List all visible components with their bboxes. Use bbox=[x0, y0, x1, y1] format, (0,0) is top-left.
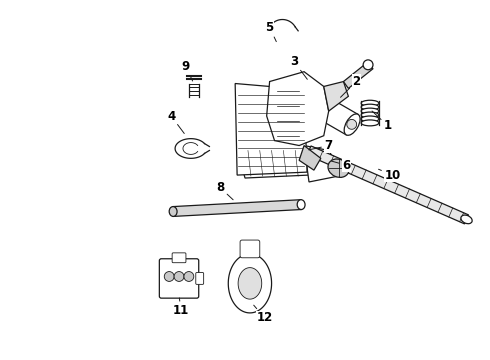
Polygon shape bbox=[343, 62, 373, 89]
Polygon shape bbox=[267, 72, 329, 145]
Polygon shape bbox=[173, 200, 301, 216]
Polygon shape bbox=[324, 82, 348, 111]
Circle shape bbox=[174, 271, 184, 282]
Polygon shape bbox=[235, 84, 307, 175]
Ellipse shape bbox=[363, 60, 373, 70]
FancyBboxPatch shape bbox=[159, 259, 199, 298]
Text: 12: 12 bbox=[254, 305, 273, 324]
Text: 8: 8 bbox=[216, 181, 233, 200]
FancyBboxPatch shape bbox=[240, 240, 260, 258]
Text: 5: 5 bbox=[266, 21, 276, 42]
Text: 4: 4 bbox=[167, 109, 184, 134]
Ellipse shape bbox=[344, 114, 360, 135]
Text: 2: 2 bbox=[341, 75, 360, 97]
Text: 3: 3 bbox=[290, 55, 307, 79]
Ellipse shape bbox=[361, 112, 379, 118]
Polygon shape bbox=[238, 145, 309, 178]
Text: 10: 10 bbox=[378, 168, 401, 181]
Polygon shape bbox=[228, 254, 271, 313]
Ellipse shape bbox=[169, 207, 177, 216]
Ellipse shape bbox=[297, 87, 313, 108]
Polygon shape bbox=[238, 267, 262, 299]
Text: 1: 1 bbox=[372, 111, 392, 132]
Text: 9: 9 bbox=[182, 60, 193, 81]
Text: 11: 11 bbox=[173, 298, 189, 318]
Ellipse shape bbox=[361, 104, 379, 110]
Polygon shape bbox=[307, 146, 468, 224]
FancyBboxPatch shape bbox=[196, 273, 204, 284]
Ellipse shape bbox=[361, 120, 379, 126]
Ellipse shape bbox=[347, 120, 357, 129]
Polygon shape bbox=[299, 145, 321, 170]
Ellipse shape bbox=[361, 100, 379, 106]
FancyBboxPatch shape bbox=[172, 253, 186, 263]
Polygon shape bbox=[304, 145, 343, 182]
Ellipse shape bbox=[461, 215, 472, 224]
Ellipse shape bbox=[361, 116, 379, 122]
Text: 7: 7 bbox=[309, 139, 333, 152]
Ellipse shape bbox=[328, 159, 349, 177]
Circle shape bbox=[164, 271, 174, 282]
Ellipse shape bbox=[297, 200, 305, 210]
Ellipse shape bbox=[361, 108, 379, 114]
Text: 6: 6 bbox=[331, 159, 350, 172]
Circle shape bbox=[184, 271, 194, 282]
